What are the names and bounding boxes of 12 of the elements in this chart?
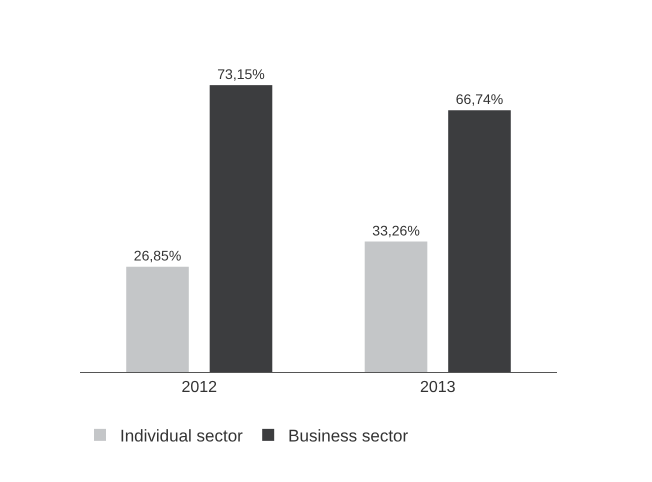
data-label: 26,85% — [134, 248, 182, 264]
legend-label: Business sector — [288, 426, 409, 446]
data-label: 66,74% — [456, 91, 504, 108]
data-label: 73,15% — [217, 66, 265, 82]
x-tick-label: 2013 — [420, 379, 456, 396]
bar — [448, 110, 511, 372]
legend-label: Individual sector — [120, 426, 244, 446]
data-label: 33,26% — [372, 222, 420, 239]
bar — [364, 242, 428, 372]
bar — [126, 266, 189, 372]
x-tick-label: 2012 — [181, 379, 218, 396]
bar — [210, 85, 272, 372]
